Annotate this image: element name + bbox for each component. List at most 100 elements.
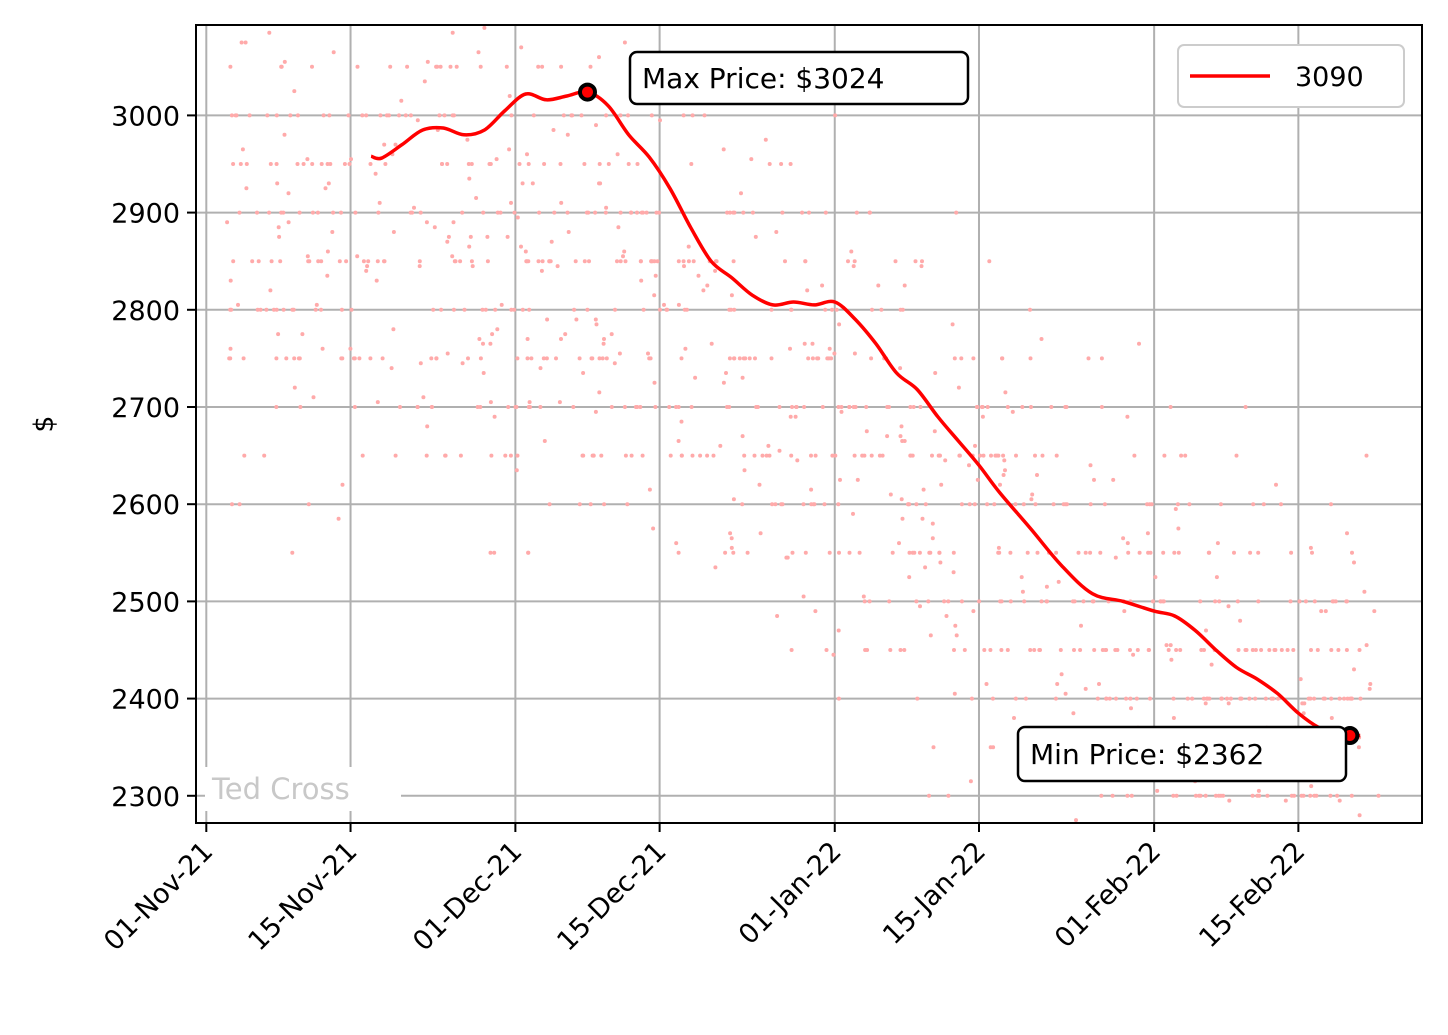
listing-point [851, 511, 855, 516]
listing-point [609, 405, 614, 409]
listing-point [613, 307, 617, 312]
listing-point [1125, 541, 1130, 546]
listing-point [946, 599, 951, 604]
listing-point [509, 307, 514, 312]
listing-point [1250, 793, 1255, 798]
listing-point [504, 64, 509, 69]
listing-point [492, 550, 497, 555]
listing-point [561, 113, 566, 118]
listing-point [527, 307, 532, 312]
listing-point [1297, 599, 1302, 604]
listing-point [1002, 458, 1007, 463]
listing-point [389, 366, 394, 371]
listing-point [849, 249, 854, 254]
listing-point [554, 356, 558, 361]
listing-point [281, 307, 286, 312]
listing-point [231, 259, 236, 264]
listing-point [691, 259, 696, 264]
listing-point [591, 453, 596, 458]
listing-point [1289, 550, 1294, 555]
listing-point [971, 609, 976, 614]
listing-point [869, 356, 874, 361]
listing-point [593, 317, 598, 322]
y-tick-label: 2700 [111, 393, 180, 424]
listing-point [1113, 648, 1118, 652]
legend-box [1177, 44, 1405, 108]
listing-point [1342, 696, 1347, 701]
listing-point [998, 599, 1003, 604]
listing-point [1329, 648, 1334, 652]
listing-point [275, 181, 280, 186]
listing-point [906, 502, 910, 507]
listing-point [1103, 648, 1108, 652]
listing-point [618, 259, 623, 264]
listing-point [1251, 502, 1256, 507]
listing-point [498, 210, 503, 215]
listing-point [276, 332, 281, 337]
listing-point [1028, 648, 1033, 652]
listing-point [805, 288, 810, 293]
listing-point [793, 414, 798, 419]
listing-point [897, 541, 901, 546]
listing-point [665, 307, 670, 312]
listing-point [1128, 696, 1133, 701]
listing-point [1197, 793, 1202, 798]
listing-point [1227, 798, 1232, 803]
listing-point [1059, 672, 1064, 677]
listing-point [1350, 550, 1354, 555]
listing-point [267, 210, 272, 215]
listing-point [460, 361, 465, 366]
legend-label: 3090 [1295, 62, 1364, 93]
listing-point [740, 375, 745, 380]
listing-point [652, 380, 657, 385]
listing-point [229, 113, 234, 118]
y-tick-label: 2500 [111, 587, 180, 618]
listing-point [820, 283, 825, 288]
listing-point [603, 210, 608, 215]
listing-point [515, 453, 520, 458]
listing-point [506, 405, 511, 409]
listing-point [931, 745, 936, 750]
listing-point [747, 356, 752, 361]
listing-point [742, 468, 747, 473]
listing-point [1279, 502, 1283, 507]
listing-point [864, 429, 869, 434]
max-annotation: Max Price: $3024 [628, 50, 970, 106]
listing-point [327, 113, 332, 118]
listing-point [597, 55, 601, 60]
listing-point [552, 210, 557, 215]
listing-point [987, 259, 992, 264]
listing-point [1238, 618, 1243, 623]
listing-point [1312, 599, 1317, 604]
listing-point [609, 332, 614, 337]
listing-point [1044, 584, 1049, 589]
listing-point [724, 371, 728, 375]
listing-point [234, 113, 239, 118]
listing-point [1364, 643, 1369, 648]
listing-point [481, 371, 486, 375]
listing-point [957, 453, 962, 458]
listing-point [368, 162, 373, 166]
listing-point [375, 259, 380, 264]
listing-point [505, 234, 510, 239]
listing-point [364, 268, 369, 273]
listing-point [255, 210, 259, 215]
listing-point [1309, 784, 1314, 789]
listing-point [846, 259, 850, 264]
listing-point [621, 254, 625, 259]
listing-point [731, 210, 736, 215]
listing-point [739, 191, 743, 196]
listing-point [1000, 356, 1004, 361]
listing-point [769, 356, 774, 361]
listing-point [919, 264, 924, 269]
listing-point [493, 307, 498, 312]
listing-point [228, 356, 233, 361]
listing-point [593, 409, 598, 414]
listing-point [425, 424, 430, 429]
listing-point [298, 405, 303, 409]
listing-point [577, 502, 582, 507]
listing-point [615, 152, 620, 157]
listing-point [368, 356, 373, 361]
listing-point [1323, 609, 1328, 614]
